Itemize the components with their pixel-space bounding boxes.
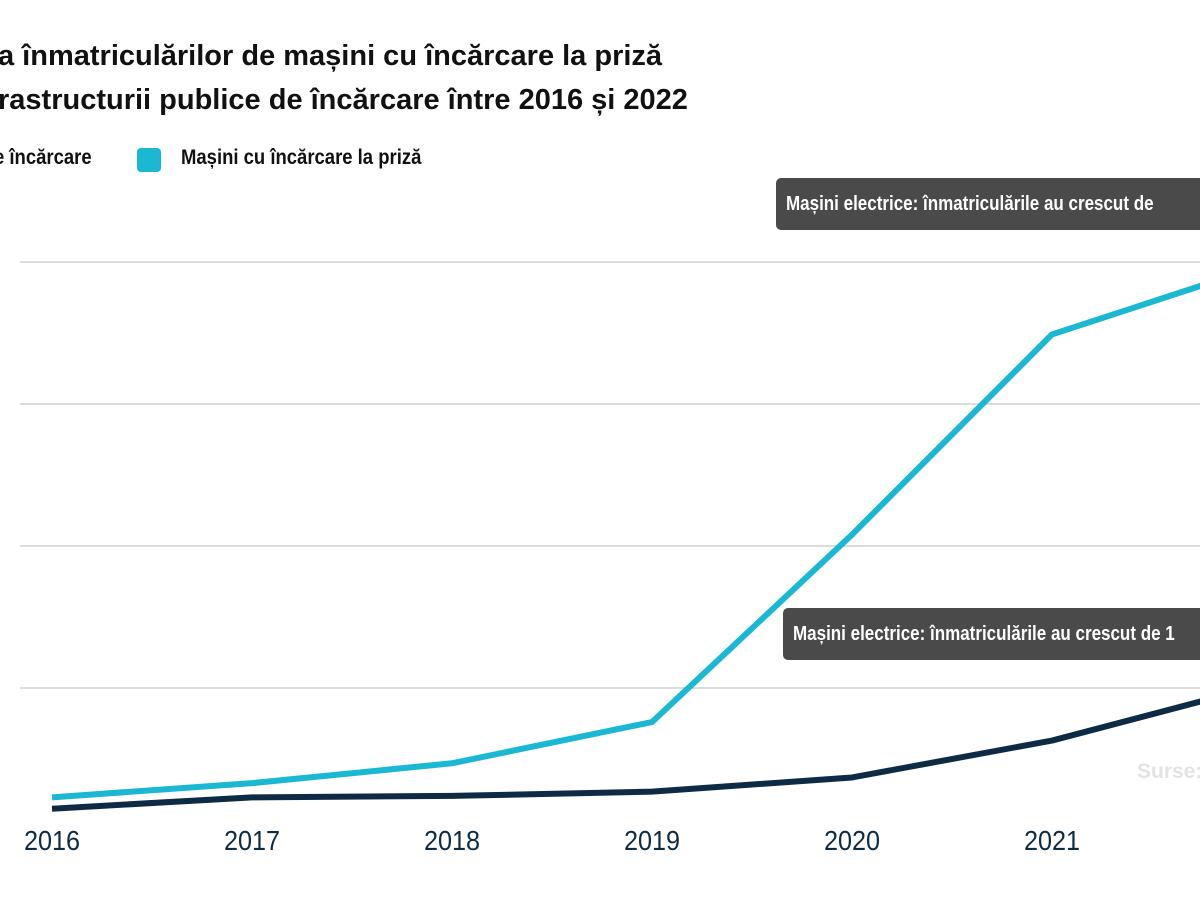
annotation-plugin: Mașini electrice: înmatriculările au cre…: [776, 178, 1200, 230]
legend-item-plugin: Mașini cu încărcare la priză: [181, 146, 422, 169]
annotation-infrastructure: Mașini electrice: înmatriculările au cre…: [783, 608, 1200, 660]
title-line-2: rastructurii publice de încărcare între …: [0, 84, 688, 116]
x-tick-label: 2017: [224, 825, 280, 857]
series-line-1: [51, 282, 1200, 801]
x-tick-label: 2016: [24, 825, 80, 857]
source-note: Surse:: [1137, 760, 1200, 783]
chart-title: a înmatriculărilor de mașini cu încărcar…: [0, 34, 688, 122]
legend-swatch-plugin: [137, 148, 161, 172]
legend-item-infrastructure: e încărcare: [0, 146, 92, 169]
x-tick-label: 2019: [624, 825, 680, 857]
series-line-0: [51, 698, 1200, 812]
x-tick-label: 2021: [1024, 825, 1080, 857]
title-line-1: a înmatriculărilor de mașini cu încărcar…: [0, 40, 663, 72]
x-tick-label: 2018: [424, 825, 480, 857]
x-tick-label: 2020: [824, 825, 880, 857]
